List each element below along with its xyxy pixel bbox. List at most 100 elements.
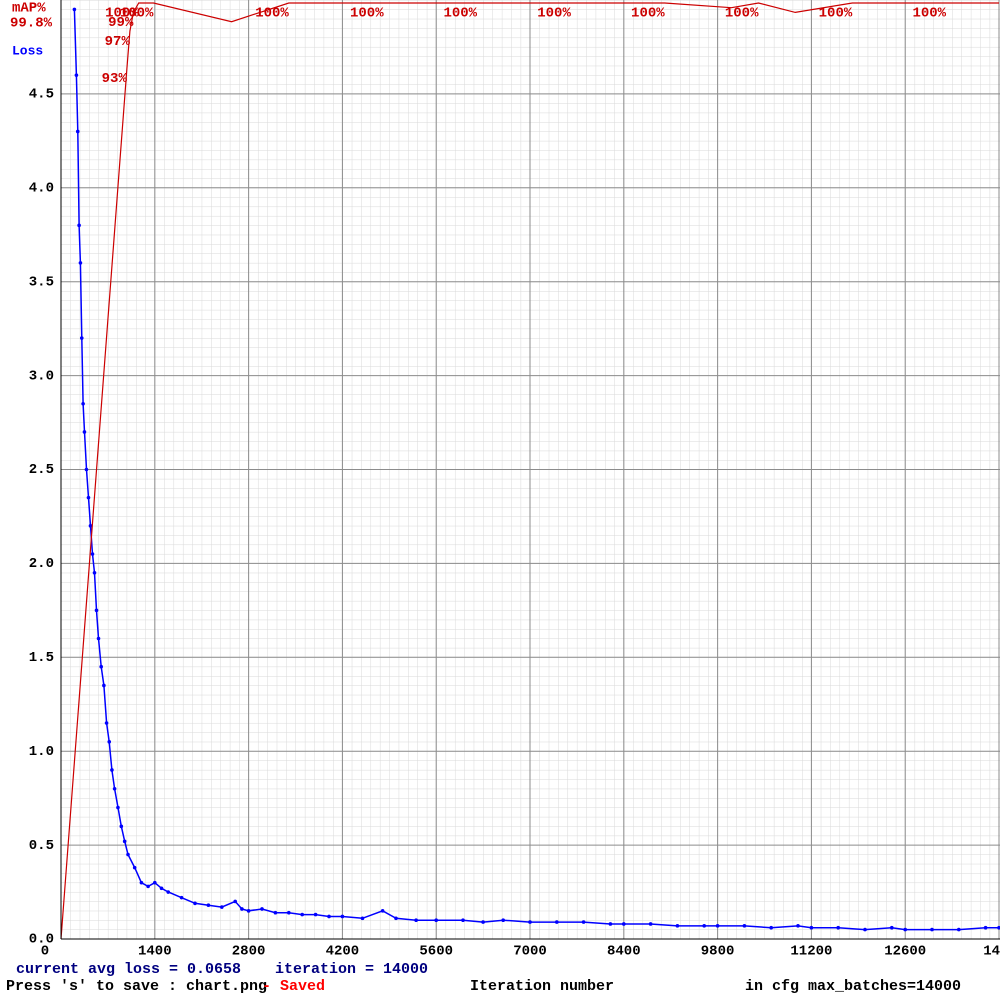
loss-point: [78, 261, 83, 265]
loss-point: [394, 916, 398, 921]
map-label: 100%: [537, 6, 571, 22]
loss-point: [702, 924, 706, 928]
y-tick-label: 2.5: [29, 462, 54, 478]
y-axis-label: Loss: [12, 43, 43, 58]
loss-point: [287, 910, 291, 915]
loss-point: [863, 927, 867, 932]
loss-point: [461, 918, 465, 923]
loss-point: [74, 73, 79, 77]
loss-point: [110, 768, 114, 772]
map-label: 100%: [120, 6, 154, 22]
loss-point: [434, 918, 439, 923]
loss-point: [146, 884, 150, 889]
y-tick-label: 3.5: [29, 274, 54, 290]
x-tick-label: 5600: [419, 944, 453, 960]
loss-point: [79, 336, 84, 340]
loss-point: [240, 907, 244, 911]
loss-point: [81, 401, 85, 406]
map-label: 93%: [102, 71, 128, 87]
loss-point: [380, 909, 385, 913]
loss-point: [836, 925, 840, 930]
map-label: 100%: [725, 6, 759, 22]
loss-point: [84, 467, 89, 472]
loss-point: [648, 922, 653, 926]
loss-point: [166, 890, 170, 894]
loss-point: [233, 899, 237, 904]
loss-point: [92, 570, 97, 575]
loss-point: [327, 914, 331, 919]
map-label: 100%: [350, 6, 384, 22]
loss-point: [99, 664, 103, 669]
x-tick-label: 8400: [607, 944, 641, 960]
max-batches: in cfg max_batches=14000: [745, 978, 961, 995]
loss-point: [77, 223, 81, 228]
y-tick-label: 0.5: [29, 838, 54, 854]
loss-point: [360, 916, 365, 921]
loss-point: [528, 920, 532, 924]
loss-point: [608, 922, 613, 926]
x-tick-label: 11200: [790, 944, 832, 960]
map-label: 100%: [819, 6, 853, 22]
loss-point: [555, 920, 559, 924]
loss-point: [122, 839, 127, 844]
map-label: 100%: [255, 6, 289, 22]
avg-loss: current avg loss = 0.0658: [16, 961, 241, 978]
loss-point: [94, 608, 99, 613]
loss-point: [796, 924, 800, 928]
loss-point: [139, 880, 144, 885]
loss-point: [300, 912, 305, 917]
loss-point: [206, 903, 211, 907]
loss-point: [96, 636, 101, 641]
iteration: iteration = 14000: [275, 961, 428, 978]
y-tick-label: 2.0: [29, 556, 54, 572]
loss-line: [73, 9, 999, 931]
loss-point: [126, 852, 130, 857]
map-label: 100%: [912, 6, 946, 22]
x-tick-label: 2800: [232, 944, 266, 960]
x-tick-label: 9800: [701, 944, 735, 960]
loss-point: [481, 920, 485, 924]
loss-point: [930, 927, 934, 932]
loss-point: [581, 920, 586, 924]
loss-point: [72, 7, 77, 12]
y-tick-label: 4.0: [29, 181, 54, 197]
map-label: 100%: [105, 6, 139, 22]
loss-point: [82, 430, 87, 434]
loss-point: [102, 683, 106, 688]
loss-point: [769, 925, 773, 930]
loss-point: [622, 922, 626, 926]
loss-point: [86, 495, 91, 500]
y-tick-label: 4.5: [29, 87, 54, 103]
loss-point: [179, 895, 184, 900]
best-map: 99.8%: [10, 16, 53, 32]
loss-point: [90, 552, 95, 556]
loss-point: [88, 524, 93, 528]
y-tick-label: 1.0: [29, 744, 54, 760]
map-label: 100%: [631, 6, 665, 22]
loss-point: [260, 907, 264, 911]
loss-point: [501, 918, 506, 923]
loss-point: [246, 909, 251, 913]
y-tick-label: 1.5: [29, 650, 54, 666]
loss-point: [193, 901, 197, 906]
map-label: 97%: [105, 34, 131, 50]
y-tick-label: 3.0: [29, 368, 54, 384]
loss-point: [75, 129, 80, 134]
map-label: 99%: [108, 15, 134, 31]
loss-point: [715, 924, 720, 928]
x-tick-label: 4200: [326, 944, 360, 960]
x-tick-label: 12600: [884, 944, 926, 960]
loss-point: [153, 880, 157, 885]
loss-point: [903, 927, 907, 932]
x-axis-label: Iteration number: [470, 978, 614, 995]
map-line: [60, 2, 999, 940]
loss-point: [809, 925, 814, 930]
loss-point: [414, 918, 418, 923]
loss-point: [159, 886, 164, 891]
y-tick-label: 0.0: [29, 932, 54, 948]
loss-point: [997, 925, 1000, 930]
map-label: 100%: [443, 6, 477, 22]
loss-point: [273, 910, 278, 915]
loss-point: [742, 924, 747, 928]
